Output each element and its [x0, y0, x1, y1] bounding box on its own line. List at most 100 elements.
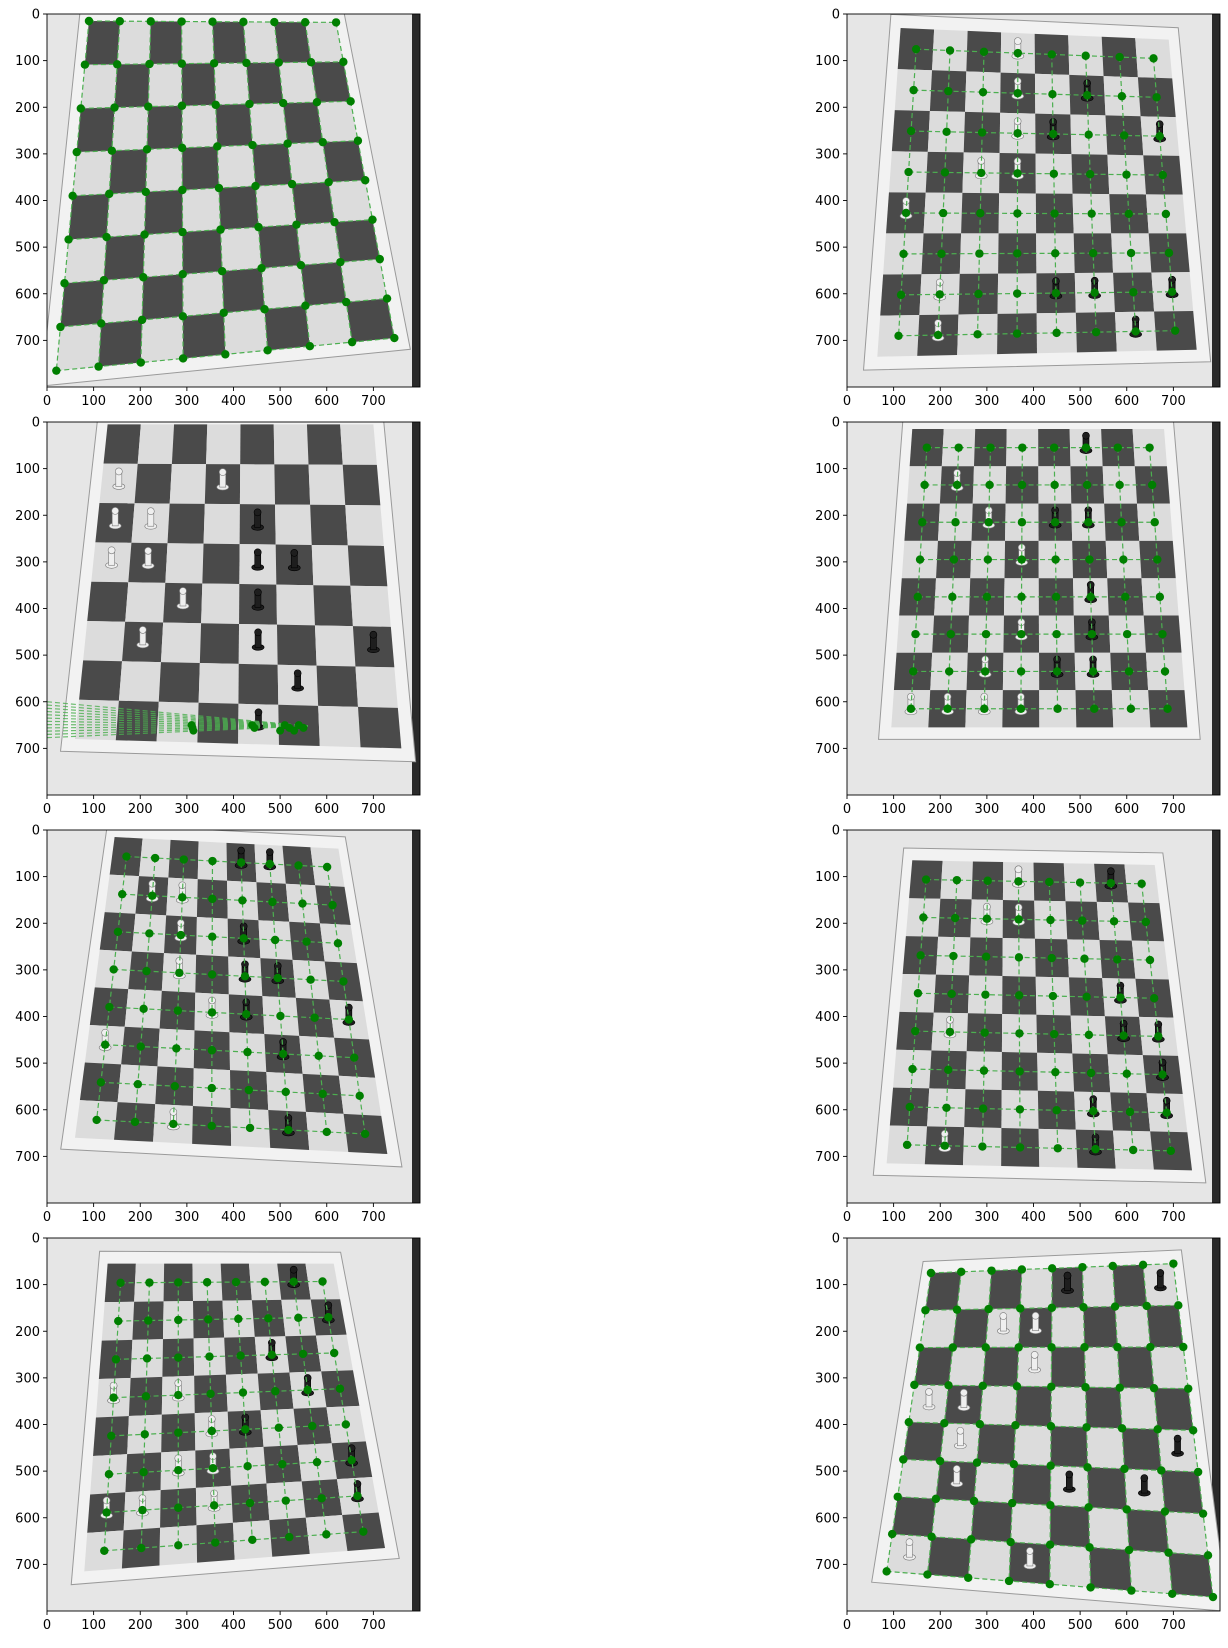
corner-marker	[243, 1461, 252, 1471]
corner-marker	[177, 59, 187, 68]
corner-marker	[178, 354, 188, 363]
x-tick-label: 600	[314, 1618, 339, 1633]
grid-line	[901, 291, 1173, 296]
piece-head	[999, 1312, 1008, 1320]
grid-line	[892, 1533, 1209, 1556]
x-tick-label: 100	[881, 1618, 906, 1633]
board-square	[1153, 1388, 1194, 1431]
corner-marker	[1128, 1145, 1138, 1155]
axis-ticks: 0 100 200 300 400 500 600 700 0 100 200 300 400 500 60…	[815, 8, 1186, 410]
corner-marker	[916, 951, 925, 960]
corner-marker	[952, 875, 962, 885]
grid-line	[1085, 447, 1095, 709]
corner-marker	[940, 1141, 949, 1150]
corner-marker	[268, 897, 277, 907]
board-square	[1050, 1505, 1090, 1548]
axis-ticks: 0 100 200 300 400 500 600 700 0 100 200 300 400 500 60…	[815, 824, 1186, 1226]
piece-body	[1000, 1317, 1007, 1332]
corner-marker	[339, 57, 348, 67]
corner-marker	[208, 1463, 218, 1473]
corner-marker	[251, 181, 260, 191]
piece-head	[115, 467, 123, 476]
y-tick-label: 400	[15, 1010, 40, 1025]
x-tick-label: 300	[174, 394, 199, 409]
grid-line	[122, 893, 333, 906]
corner-marker	[1051, 555, 1060, 564]
corner-marker	[260, 1277, 270, 1287]
y-tick-label: 300	[815, 555, 840, 570]
board-photo	[847, 830, 1220, 1203]
board-square	[305, 22, 344, 63]
corner-marker	[1011, 1421, 1020, 1430]
corner-marker	[1088, 248, 1098, 258]
x-tick-label: 400	[221, 394, 246, 409]
y-tick-label: 0	[32, 824, 40, 839]
corner-marker	[940, 168, 950, 177]
corner-marker	[952, 480, 962, 490]
grid-line	[906, 879, 927, 1145]
corner-marker	[289, 1277, 298, 1286]
board-square	[264, 305, 310, 351]
piece-body	[1064, 1277, 1071, 1291]
corner-marker	[361, 176, 370, 185]
corner-marker	[172, 1044, 181, 1053]
corner-marker	[1016, 667, 1026, 676]
corner-marker	[318, 1089, 327, 1099]
grid-line	[47, 725, 309, 739]
corner-marker	[1081, 1383, 1090, 1392]
corner-marker	[933, 330, 943, 340]
board-square	[292, 182, 335, 225]
board-square	[347, 545, 388, 587]
grid-line	[108, 1459, 352, 1475]
x-tick-label: 600	[1114, 394, 1139, 409]
corner-marker	[1153, 1425, 1162, 1434]
grid-line	[912, 1068, 1163, 1076]
board-square	[117, 21, 151, 65]
board-square	[203, 503, 240, 545]
corner-marker	[1145, 955, 1155, 965]
corner-marker	[1017, 555, 1026, 564]
detected-grid	[902, 875, 1176, 1156]
y-tick-label: 500	[815, 649, 840, 664]
corner-marker	[975, 1420, 985, 1429]
board-square	[1117, 1347, 1154, 1389]
grid-line	[1118, 57, 1137, 332]
grid-line	[1148, 447, 1169, 709]
y-tick-label: 200	[815, 917, 840, 932]
grid-line	[1049, 1268, 1053, 1585]
piece-head	[268, 1338, 276, 1347]
corner-marker	[312, 97, 322, 107]
corner-marker	[243, 1047, 252, 1057]
board-square	[149, 21, 182, 64]
board-square	[273, 424, 309, 465]
grid-line	[240, 862, 251, 1128]
corner-marker	[1087, 629, 1097, 639]
corner-marker	[292, 220, 301, 229]
board-photo	[47, 830, 420, 1203]
corner-marker	[141, 187, 150, 197]
board-square	[334, 219, 380, 263]
corner-marker	[254, 222, 263, 232]
corner-marker	[1004, 1576, 1014, 1586]
corner-marker	[145, 59, 154, 69]
corner-marker	[944, 667, 954, 676]
corner-marker	[1017, 518, 1027, 527]
piece-head	[144, 546, 152, 555]
board-square	[167, 503, 205, 544]
board-square	[261, 265, 306, 310]
corner-marker	[1013, 88, 1022, 98]
corner-marker	[1137, 879, 1146, 888]
x-tick-label: 0	[843, 802, 851, 817]
grid-line	[113, 1388, 341, 1399]
corner-marker	[317, 1494, 326, 1503]
corner-marker	[1113, 443, 1122, 452]
grid-line	[976, 51, 985, 335]
corner-marker	[133, 1080, 143, 1089]
y-tick-label: 200	[15, 101, 40, 116]
grid-line	[106, 1495, 358, 1514]
corner-marker	[1121, 592, 1130, 602]
detected-grid	[92, 852, 370, 1139]
piece-body	[1157, 1274, 1164, 1289]
corner-marker	[940, 1418, 949, 1428]
board-square	[125, 582, 166, 623]
